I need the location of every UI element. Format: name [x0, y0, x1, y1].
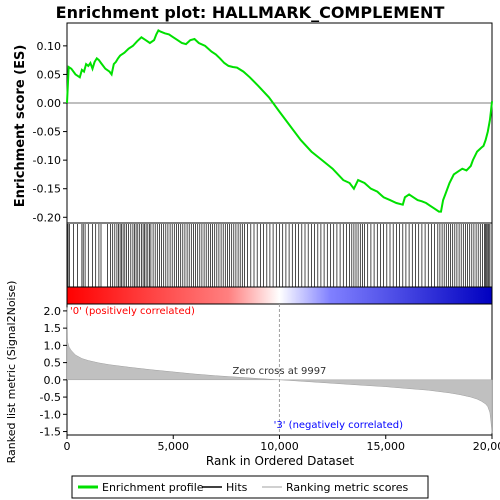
es-y-axis: -0.20 -0.15 -0.10 -0.05 0.00 0.05 0.10 — [33, 40, 67, 224]
x-axis-label: Rank in Ordered Dataset — [206, 454, 354, 468]
metric-y-tick-label: 0.0 — [44, 374, 62, 387]
metric-panel: -1.5 -1.0 -0.5 0.0 0.5 1.0 1.5 2.0 Zero cross a… — [5, 281, 493, 464]
metric-y-axis: -1.5 -1.0 -0.5 0.0 0.5 1.0 1.5 2.0 — [40, 305, 67, 439]
es-y-tick-label: -0.15 — [33, 183, 61, 196]
negative-annotation: '3' (negatively correlated) — [274, 420, 403, 431]
x-tick-label: 15,000 — [367, 440, 406, 453]
x-tick-label: 10,000 — [260, 440, 299, 453]
legend: Enrichment profile Hits Ranking metric s… — [71, 475, 429, 499]
enrichment-profile-line — [66, 29, 493, 213]
legend-enrichment-label: Enrichment profile — [102, 481, 204, 494]
es-panel: -0.20 -0.15 -0.10 -0.05 0.00 0.05 0.10 Enrichm… — [13, 22, 493, 224]
es-y-tick-label: 0.05 — [37, 68, 62, 81]
chart-title: Enrichment plot: HALLMARK_COMPLEMENT — [56, 3, 445, 22]
legend-box — [71, 475, 429, 499]
zero-cross-annotation: Zero cross at 9997 — [232, 366, 326, 377]
legend-metric-label: Ranking metric scores — [286, 481, 408, 494]
x-tick-label: 0 — [64, 440, 71, 453]
x-tick-label: 20,000 — [473, 440, 500, 453]
legend-hits-label: Hits — [226, 481, 248, 494]
metric-y-tick-label: 0.5 — [44, 357, 62, 370]
x-tick-label: 5,000 — [158, 440, 190, 453]
es-y-label: Enrichment score (ES) — [13, 45, 28, 208]
es-y-tick-label: -0.10 — [33, 154, 61, 167]
hit-lines — [67, 224, 491, 287]
metric-y-tick-label: 1.0 — [44, 339, 62, 352]
metric-y-label: Ranked list metric (Signal2Noise) — [5, 281, 18, 464]
metric-y-tick-label: -1.0 — [40, 408, 61, 421]
rank-color-bar — [66, 286, 493, 305]
es-y-tick-label: -0.20 — [33, 211, 61, 224]
es-y-tick-label: 0.10 — [37, 40, 62, 53]
positive-annotation: '0' (positively correlated) — [70, 306, 195, 317]
es-y-tick-label: -0.05 — [33, 126, 61, 139]
x-axis: 0 5,000 10,000 15,000 20,000 — [64, 435, 500, 453]
metric-y-tick-label: 2.0 — [44, 305, 62, 318]
es-y-tick-label: 0.00 — [37, 97, 62, 110]
metric-y-tick-label: -0.5 — [40, 391, 61, 404]
es-panel-frame — [66, 22, 493, 224]
metric-y-tick-label: -1.5 — [40, 426, 61, 439]
hits-panel — [66, 222, 493, 288]
ranking-metric-area — [66, 307, 493, 434]
metric-y-tick-label: 1.5 — [44, 322, 62, 335]
